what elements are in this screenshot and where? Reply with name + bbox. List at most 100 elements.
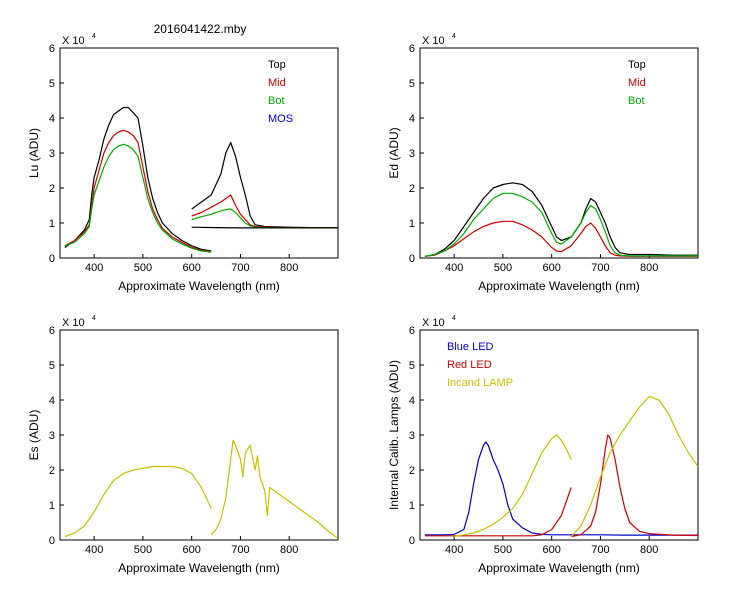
es-xtick-label: 800 (280, 544, 298, 556)
es-ytick-label: 2 (49, 465, 55, 477)
lu-series-mid-segment-0 (64, 129, 212, 253)
calib-ytick-label: 2 (409, 465, 415, 477)
calib-legend-blue-led: Blue LED (447, 341, 494, 353)
ed-ytick-label: 0 (409, 253, 415, 265)
lu-ytick-label: 5 (49, 78, 55, 90)
calib-ytick-label: 3 (409, 430, 415, 442)
lu-legend-top: Top (268, 59, 286, 71)
ed-frame (419, 47, 699, 259)
ed-exponent-power: 4 (452, 33, 456, 40)
calib-legend-red-led: Red LED (447, 359, 492, 371)
lu-exponent-power: 4 (92, 33, 96, 40)
es-xlabel: Approximate Wavelength (nm) (118, 561, 280, 575)
lu-xtick-label: 800 (280, 262, 298, 274)
calib-ytick-label: 4 (409, 395, 415, 407)
calib-xtick-label: 600 (543, 544, 561, 556)
ed-xtick-label: 700 (591, 262, 609, 274)
figure-title: 2016041422.mby (154, 22, 247, 36)
es-exponent-power: 4 (92, 315, 96, 322)
lu-series-bot-segment-0 (64, 143, 212, 253)
lu-exponent-label: X 10 (62, 35, 85, 47)
lu-legend-mid: Mid (268, 77, 286, 89)
calib-xlabel: Approximate Wavelength (nm) (478, 561, 640, 575)
lu-series-bot-segment-1 (191, 208, 338, 229)
lu-ytick-label: 2 (49, 183, 55, 195)
lu-legend-bot: Bot (268, 95, 285, 107)
ed-xtick-label: 500 (494, 262, 512, 274)
calib-xtick-label: 500 (494, 544, 512, 556)
ed-legend-bot: Bot (628, 95, 645, 107)
calib-legend-incand-lamp: Incand LAMP (447, 377, 513, 389)
lu-ytick-label: 4 (49, 113, 55, 125)
calib-series-red-led-segment-1 (571, 434, 698, 538)
ed-ytick-label: 6 (409, 43, 415, 55)
ed-legend-mid: Mid (628, 77, 646, 89)
lu-ylabel: Lu (ADU) (27, 128, 41, 178)
calib-ytick-label: 6 (409, 325, 415, 337)
lu-series-mid-segment-1 (191, 194, 338, 229)
lu-xtick-label: 400 (85, 262, 103, 274)
es-series-es-segment-0 (64, 465, 212, 538)
calib-series-blue-led-segment-0 (424, 441, 698, 536)
es-ytick-label: 0 (49, 535, 55, 547)
lu-xtick-label: 500 (134, 262, 152, 274)
ed-xlabel: Approximate Wavelength (nm) (478, 279, 640, 293)
ed-xtick-label: 600 (543, 262, 561, 274)
es-ytick-label: 4 (49, 395, 55, 407)
calib-ytick-label: 5 (409, 360, 415, 372)
calib-exponent-label: X 10 (422, 317, 445, 329)
es-exponent-label: X 10 (62, 317, 85, 329)
es-xtick-label: 600 (183, 544, 201, 556)
es-ytick-label: 6 (49, 325, 55, 337)
ed-ytick-label: 4 (409, 113, 415, 125)
es-xtick-label: 400 (85, 544, 103, 556)
lu-xtick-label: 600 (183, 262, 201, 274)
ed-series-top-segment-0 (424, 182, 698, 257)
ed-ytick-label: 3 (409, 148, 415, 160)
es-frame (59, 329, 339, 541)
lu-legend-mos: MOS (268, 113, 293, 125)
calib-xtick-label: 800 (640, 544, 658, 556)
es-xtick-label: 500 (134, 544, 152, 556)
lu-xlabel: Approximate Wavelength (nm) (118, 279, 280, 293)
lu-series-top-segment-1 (191, 141, 338, 229)
lu-ytick-label: 0 (49, 253, 55, 265)
es-ytick-label: 1 (49, 500, 55, 512)
ed-series-bot-segment-0 (424, 192, 698, 257)
lu-ytick-label: 3 (49, 148, 55, 160)
lu-chart: 400 500 600 700 800 0 1 2 3 4 5 6 X 10 4 Approximate W… (27, 33, 339, 293)
calib-series-incand-lamp-segment-1 (570, 395, 698, 537)
lu-xtick-label: 700 (231, 262, 249, 274)
lu-series-dark-segment-0 (191, 226, 338, 229)
lu-frame (59, 47, 339, 259)
ed-ytick-label: 5 (409, 78, 415, 90)
lu-ytick-label: 1 (49, 218, 55, 230)
calib-xtick-label: 700 (591, 544, 609, 556)
es-chart: 400 500 600 700 800 0 1 2 3 4 5 6 X 10 4 Approximate W… (27, 315, 339, 575)
es-ylabel: Es (ADU) (27, 410, 41, 461)
calib-series-red-led-segment-0 (424, 487, 572, 537)
calib-series-incand-lamp-segment-0 (453, 434, 572, 538)
es-ytick-label: 3 (49, 430, 55, 442)
ed-ytick-label: 2 (409, 183, 415, 195)
ed-ytick-label: 1 (409, 218, 415, 230)
es-series-es-segment-1 (210, 439, 338, 539)
ed-xtick-label: 400 (445, 262, 463, 274)
ed-series-mid-segment-0 (424, 220, 698, 257)
ed-chart: 400 500 600 700 800 0 1 2 3 4 5 6 X 10 4 Approximate W… (387, 33, 699, 293)
lu-series-top-segment-0 (64, 106, 212, 252)
lu-ytick-label: 6 (49, 43, 55, 55)
es-xtick-label: 700 (231, 544, 249, 556)
calib-ytick-label: 0 (409, 535, 415, 547)
ed-exponent-label: X 10 (422, 35, 445, 47)
es-ytick-label: 5 (49, 360, 55, 372)
calib-exponent-power: 4 (452, 315, 456, 322)
ed-ylabel: Ed (ADU) (387, 127, 401, 178)
calib-xtick-label: 400 (445, 544, 463, 556)
calib-chart: 400 500 600 700 800 0 1 2 3 4 5 6 X 10 4 Approximate W… (387, 315, 699, 575)
calib-ylabel: Internal Calib. Lamps (ADU) (387, 360, 401, 510)
ed-xtick-label: 800 (640, 262, 658, 274)
calib-ytick-label: 1 (409, 500, 415, 512)
